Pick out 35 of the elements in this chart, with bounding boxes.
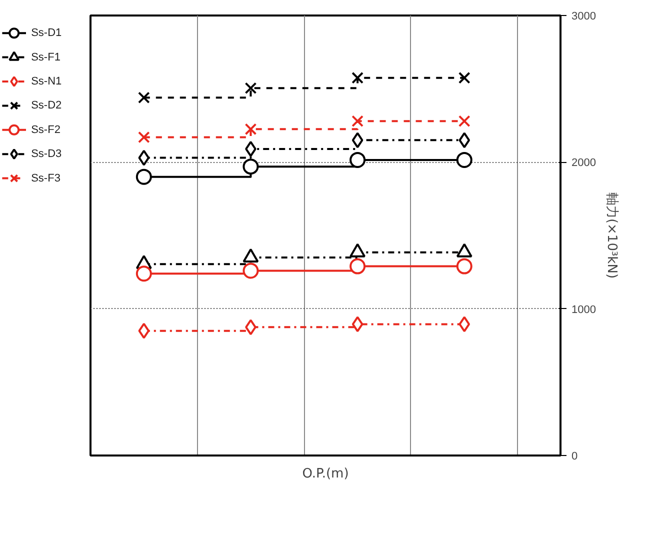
point (458, 72, 470, 84)
legend-label: Ss-F3 (31, 172, 60, 184)
y-tick-label: 1000 (572, 304, 596, 316)
legend-label: Ss-D3 (31, 148, 62, 160)
point (456, 258, 472, 274)
y-tick-label: 0 (572, 450, 578, 462)
legend-label: Ss-F2 (31, 124, 60, 136)
point (244, 82, 257, 94)
point (458, 115, 470, 128)
point (136, 266, 152, 282)
point (352, 115, 364, 128)
point (352, 132, 364, 148)
point (350, 152, 366, 168)
y-axis-title: 軸力(×10³kN) (604, 192, 619, 279)
point (242, 158, 259, 175)
point (350, 258, 366, 274)
legend-label: Ss-N1 (31, 76, 62, 88)
y-tick-label: 3000 (572, 10, 596, 22)
point (458, 132, 470, 148)
legend-label: Ss-D2 (31, 100, 62, 112)
point (242, 262, 259, 279)
y-tick-label: 2000 (572, 157, 596, 170)
legend-label: Ss-D1 (31, 27, 62, 40)
point (138, 322, 150, 339)
point (244, 123, 257, 136)
point (456, 152, 472, 168)
point (138, 150, 150, 166)
point (138, 92, 150, 104)
point (352, 316, 364, 332)
point (138, 131, 150, 144)
point (458, 316, 470, 332)
point (136, 168, 152, 185)
point (352, 72, 364, 84)
legend-label: Ss-F1 (31, 51, 60, 64)
x-axis-title: O.P.(m) (302, 466, 349, 482)
